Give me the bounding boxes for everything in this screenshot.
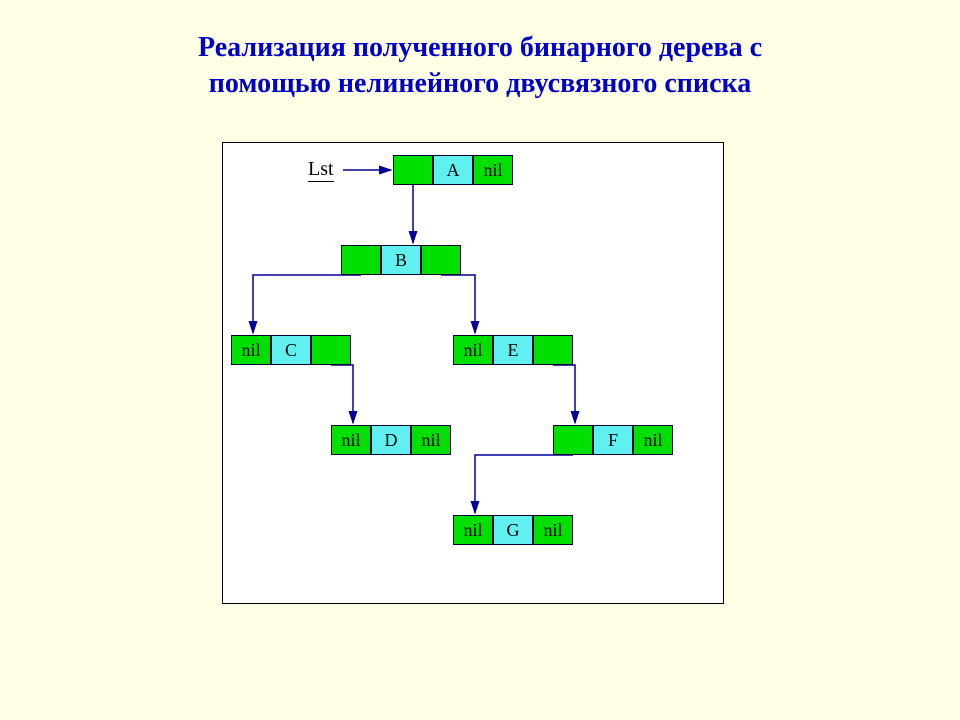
diagram-area: Lst AnilBnilCnilEnilDnilFnilnilGnil xyxy=(222,142,724,604)
node-A-left xyxy=(393,155,433,185)
node-B: B xyxy=(341,245,461,275)
node-B-right xyxy=(421,245,461,275)
page-title: Реализация полученного бинарного дерева … xyxy=(0,0,960,103)
node-F-value: F xyxy=(593,425,633,455)
node-F-right: nil xyxy=(633,425,673,455)
node-G-value: G xyxy=(493,515,533,545)
node-F-left xyxy=(553,425,593,455)
node-E-right xyxy=(533,335,573,365)
node-C-left: nil xyxy=(231,335,271,365)
node-A-right: nil xyxy=(473,155,513,185)
node-C: nilC xyxy=(231,335,351,365)
node-B-value: B xyxy=(381,245,421,275)
node-D-left: nil xyxy=(331,425,371,455)
node-A: Anil xyxy=(393,155,513,185)
lst-label: Lst xyxy=(308,158,334,182)
node-C-right xyxy=(311,335,351,365)
node-D-value: D xyxy=(371,425,411,455)
node-E-left: nil xyxy=(453,335,493,365)
node-E: nilE xyxy=(453,335,573,365)
node-G-right: nil xyxy=(533,515,573,545)
node-C-value: C xyxy=(271,335,311,365)
title-line-1: Реализация полученного бинарного дерева … xyxy=(198,32,762,63)
node-D-right: nil xyxy=(411,425,451,455)
node-D: nilDnil xyxy=(331,425,451,455)
title-line-2: помощью нелинейного двусвязного списка xyxy=(209,68,751,99)
node-G-left: nil xyxy=(453,515,493,545)
node-G: nilGnil xyxy=(453,515,573,545)
node-F: Fnil xyxy=(553,425,673,455)
node-A-value: A xyxy=(433,155,473,185)
node-E-value: E xyxy=(493,335,533,365)
node-B-left xyxy=(341,245,381,275)
